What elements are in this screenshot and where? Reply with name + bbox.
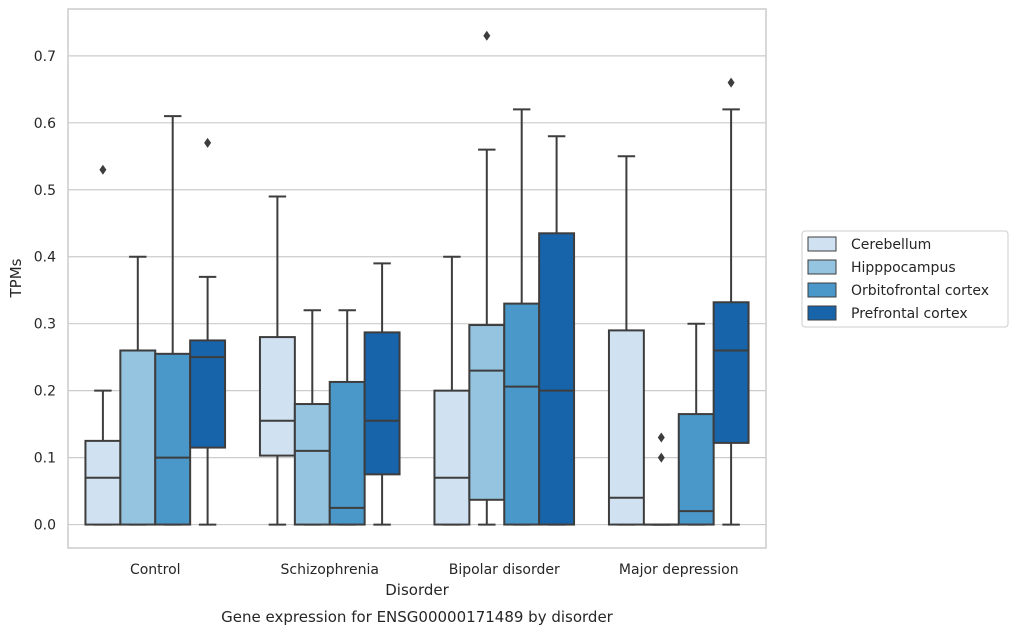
legend-label: Hipppocampus [851,260,956,276]
y-axis-title: TPMs [7,258,25,298]
box-3-1 [363,262,401,526]
plot-frame [67,8,767,549]
box-0-1 [258,195,296,526]
y-tick-label: 0.5 [34,183,56,199]
y-tick-label: 0.4 [34,250,56,266]
box-1-1 [293,309,331,526]
box-iqr [154,352,192,526]
box-1-0 [119,255,157,526]
y-tick-label: 0.2 [34,384,56,400]
legend-swatch [807,259,837,275]
box-0-0 [84,164,122,526]
x-tick-labels: Control Schizophrenia Bipolar disorder Majo… [130,562,739,578]
x-axis-title: Disorder [385,581,449,599]
x-tick-label: Major depression [619,562,739,578]
box-iqr [258,336,296,457]
box-3-3 [712,77,750,526]
box-3-2 [538,135,576,526]
y-tick-label: 0.1 [34,451,56,467]
box-3-0 [189,137,227,526]
outlier-point [727,77,735,88]
y-tick-label: 0.3 [34,317,56,333]
box-iqr [712,301,750,444]
legend-swatch [807,236,837,252]
figure-caption: Gene expression for ENSG00000171489 by d… [221,608,614,626]
box-iqr [677,413,715,526]
x-tick-label: Schizophrenia [281,562,379,578]
box-2-3 [677,322,715,526]
box-iqr [189,339,227,449]
box-iqr [607,329,645,526]
box-2-0 [154,115,192,526]
outlier-point [99,164,107,175]
box-0-2 [433,255,471,526]
legend-frame [801,230,1009,328]
outlier-point [204,137,212,148]
legend: Cerebellum Hipppocampus Orbitofrontal cort… [801,230,1009,328]
box-iqr [433,389,471,526]
box-iqr [328,380,366,526]
box-iqr [468,324,506,501]
boxes [84,30,750,526]
box-iqr [538,232,576,526]
box-iqr [363,331,401,476]
legend-label: Orbitofrontal cortex [851,283,989,299]
outlier-point [483,30,491,41]
box-iqr [84,439,122,526]
y-tick-labels: 0.0 0.1 0.2 0.3 0.4 0.5 0.6 0.7 [34,49,56,534]
box-iqr [503,302,541,526]
box-2-2 [503,108,541,526]
x-tick-label: Control [130,562,181,578]
y-tick-label: 0.7 [34,49,56,65]
x-tick-label: Bipolar disorder [449,562,560,578]
box-iqr [293,403,331,526]
box-2-1 [328,309,366,526]
y-tick-label: 0.6 [34,116,56,132]
legend-swatch [807,305,837,321]
y-tick-label: 0.0 [34,518,56,534]
box-1-3 [642,432,680,526]
outlier-point [657,452,665,463]
box-0-3 [607,155,645,526]
legend-swatch [807,282,837,298]
box-1-2 [468,30,506,526]
outlier-point [657,432,665,443]
legend-label: Cerebellum [851,237,931,253]
legend-label: Prefrontal cortex [851,306,968,322]
box-iqr [119,349,157,526]
